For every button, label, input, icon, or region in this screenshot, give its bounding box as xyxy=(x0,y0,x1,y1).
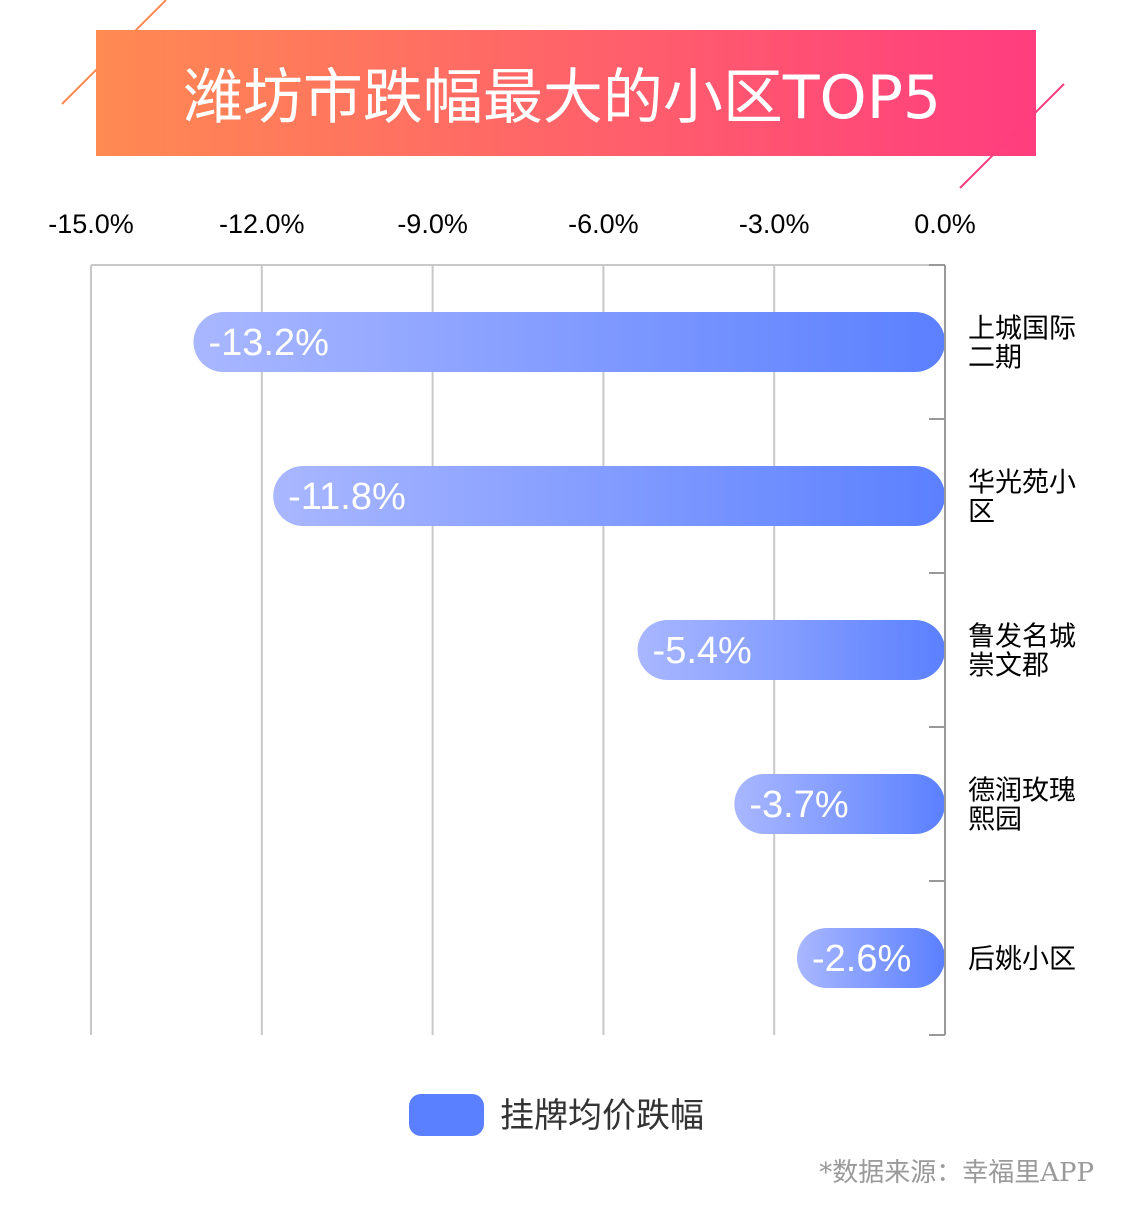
grid-lines xyxy=(90,264,945,1035)
x-tick-label: -9.0% xyxy=(397,209,468,239)
title-banner: 潍坊市跌幅最大的小区TOP5 xyxy=(61,0,1065,189)
x-tick-label: -12.0% xyxy=(219,209,305,239)
x-axis-ticks: -15.0% -12.0% -9.0% -6.0% -3.0% 0.0% xyxy=(48,209,976,239)
category-axis xyxy=(929,264,946,1036)
bars: -13.2% -11.8% -5.4% -3.7% -2.6% xyxy=(193,312,946,988)
title-deco-line-left xyxy=(61,0,167,105)
legend-label: 挂牌均价跌幅 xyxy=(500,1096,704,1136)
x-tick-label: -3.0% xyxy=(739,209,810,239)
x-tick-label: -6.0% xyxy=(568,209,639,239)
x-tick-label: 0.0% xyxy=(914,209,976,239)
category-label: 上城国际 xyxy=(968,314,1076,345)
category-label: 区 xyxy=(968,497,995,528)
bar xyxy=(273,466,946,526)
category-label: 熙园 xyxy=(968,805,1022,836)
title-background xyxy=(96,30,1036,156)
bar-value-label: -11.8% xyxy=(288,476,406,518)
category-label: 鲁发名城 xyxy=(968,622,1076,653)
bar xyxy=(193,312,946,372)
category-label: 后姚小区 xyxy=(968,944,1076,975)
legend-swatch xyxy=(409,1094,484,1136)
chart-title: 潍坊市跌幅最大的小区TOP5 xyxy=(183,63,941,133)
category-label: 崇文郡 xyxy=(968,651,1049,682)
category-label: 二期 xyxy=(968,343,1022,374)
legend: 挂牌均价跌幅 xyxy=(409,1094,704,1136)
title-deco-line-right xyxy=(959,83,1065,189)
bar xyxy=(796,928,945,988)
bar xyxy=(637,620,945,680)
x-tick-label: -15.0% xyxy=(48,209,134,239)
category-label: 德润玫瑰 xyxy=(968,776,1076,807)
bar-value-label: -13.2% xyxy=(208,322,328,364)
bar-value-label: -3.7% xyxy=(749,784,848,826)
bar xyxy=(734,774,945,834)
bar-value-label: -2.6% xyxy=(812,938,911,980)
source-note: *数据来源：幸福里APP xyxy=(819,1158,1094,1188)
category-label: 华光苑小 xyxy=(968,468,1076,499)
bar-value-label: -5.4% xyxy=(653,630,752,672)
